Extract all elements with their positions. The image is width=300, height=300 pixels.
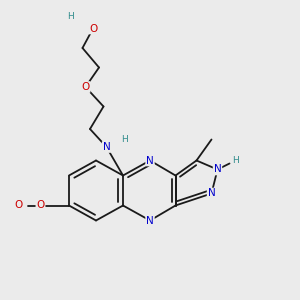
Text: O: O [81, 82, 90, 92]
Text: O: O [14, 200, 23, 211]
Text: H: H [67, 12, 74, 21]
Text: H: H [121, 135, 128, 144]
Text: O: O [36, 200, 45, 211]
Text: N: N [208, 188, 215, 199]
Text: H: H [232, 156, 239, 165]
Text: N: N [146, 155, 154, 166]
Text: O: O [89, 23, 97, 34]
Text: N: N [103, 142, 110, 152]
Text: N: N [146, 215, 154, 226]
Text: N: N [214, 164, 221, 175]
